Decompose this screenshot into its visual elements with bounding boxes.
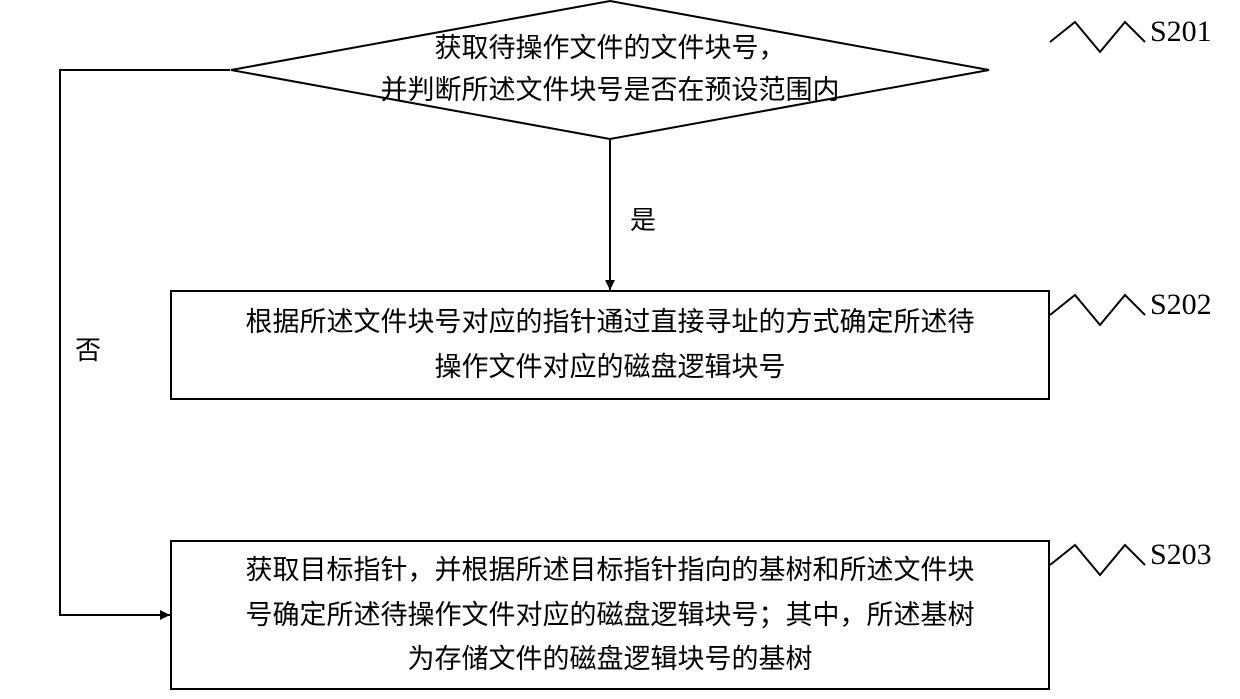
edge-label-yes: 是 — [630, 200, 656, 237]
edge-label-no: 否 — [75, 330, 101, 367]
decision-text: 获取待操作文件的文件块号，并判断所述文件块号是否在预设范围内 — [230, 0, 990, 140]
zigzag-s203 — [1050, 545, 1145, 575]
arrowhead-yes — [605, 280, 615, 290]
zigzag-s202 — [1050, 295, 1145, 325]
process-box-no: 获取目标指针，并根据所述目标指针指向的基树和所述文件块号确定所述待操作文件对应的… — [170, 540, 1050, 690]
step-label-s202: S202 — [1150, 288, 1212, 322]
arrowhead-no — [160, 610, 170, 620]
step-label-s201: S201 — [1150, 15, 1212, 49]
decision-node: 获取待操作文件的文件块号，并判断所述文件块号是否在预设范围内 — [230, 0, 990, 140]
process-box-yes-text: 根据所述文件块号对应的指针通过直接寻址的方式确定所述待操作文件对应的磁盘逻辑块号 — [246, 300, 975, 389]
process-box-yes: 根据所述文件块号对应的指针通过直接寻址的方式确定所述待操作文件对应的磁盘逻辑块号 — [170, 290, 1050, 400]
process-box-no-text: 获取目标指针，并根据所述目标指针指向的基树和所述文件块号确定所述待操作文件对应的… — [246, 548, 975, 682]
step-label-s203: S203 — [1150, 538, 1212, 572]
zigzag-s201 — [1050, 22, 1145, 52]
